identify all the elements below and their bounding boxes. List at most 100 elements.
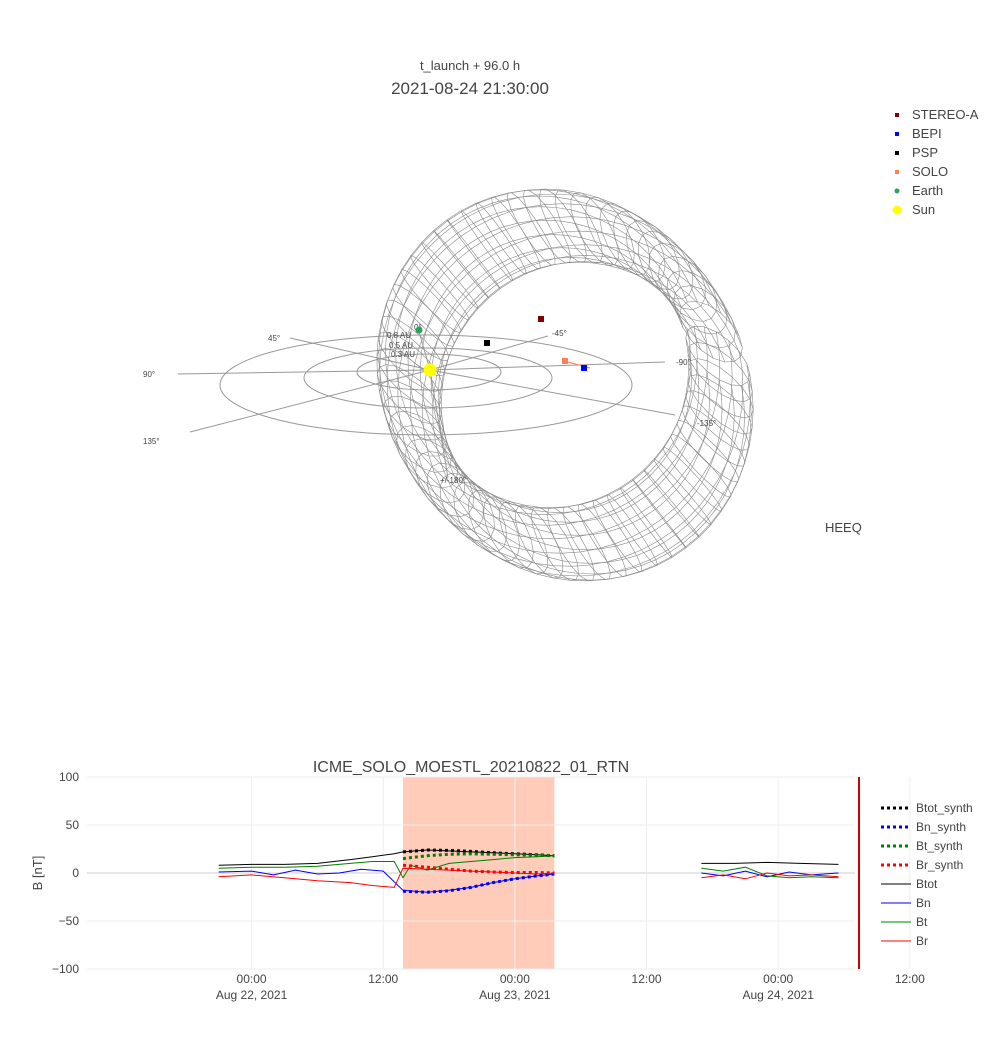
x-tick-label: 00:00 <box>763 972 793 986</box>
torus-cross-section-line <box>606 494 659 566</box>
sun-marker[interactable] <box>423 363 437 377</box>
torus-cross-section-line <box>687 374 753 435</box>
torus-cross-section-line <box>421 241 479 310</box>
magnetic-field-chart[interactable]: ICME_SOLO_MOESTL_20210822_01_RTN B [nT] … <box>0 750 1000 1050</box>
y-tick-labels: 100 50 0 −50 −100 <box>52 770 79 976</box>
y-tick-label: −100 <box>52 962 79 976</box>
y-tick-label: 0 <box>72 866 79 880</box>
torus-cross-section-line <box>410 254 470 321</box>
torus-longitude-line <box>441 261 723 551</box>
circle-marker-icon <box>888 201 912 219</box>
chart-title: ICME_SOLO_MOESTL_20210822_01_RTN <box>313 759 629 776</box>
series-line-bt <box>218 855 839 879</box>
y-axis-label: B [nT] <box>30 856 45 891</box>
torus-cross-section-line <box>578 503 627 577</box>
chart-gridlines <box>87 776 911 970</box>
torus-cross-section-line <box>619 487 673 558</box>
torus-cross-section-line <box>681 405 746 467</box>
torus-cross-section-line <box>585 197 635 270</box>
legend-label: Sun <box>912 202 936 217</box>
torus-cross-section-line <box>379 380 444 441</box>
chart-series <box>218 848 839 894</box>
angle-label-90: 90° <box>143 370 155 379</box>
heeq-grid-spokes <box>177 327 676 479</box>
plot-subtitle: t_launch + 96.0 h <box>419 58 521 73</box>
torus-cross-section-line <box>453 482 507 552</box>
y-tick-label: 50 <box>66 818 80 832</box>
square-marker-icon <box>888 144 912 162</box>
psp-marker[interactable] <box>484 340 490 346</box>
legend-label-btot: Btot <box>916 877 938 891</box>
legend-label-bn_synth: Bn_synth <box>916 820 966 834</box>
torus-cross-section-line <box>415 450 474 518</box>
x-tick-date-label: Aug 22, 2021 <box>216 988 288 1002</box>
torus-cross-section-line <box>376 347 442 409</box>
x-tick-label: 12:00 <box>368 972 398 986</box>
frame-label: HEEQ <box>825 520 862 535</box>
flux-rope-wireframe <box>376 188 754 582</box>
torus-cross-section-line <box>385 299 450 361</box>
x-tick-date-label: Aug 23, 2021 <box>479 988 551 1002</box>
torus-cross-section-line <box>632 479 687 549</box>
square-marker-icon <box>888 106 912 124</box>
orbit-3d-scene[interactable]: 0° 45° 90° 135° +/-180° -135° -90° -45° … <box>0 0 1000 600</box>
ring-label-0.5au: 0.5 AU <box>389 341 413 350</box>
series-line-bn_synth <box>402 872 555 894</box>
series-line-btot_synth <box>402 848 555 858</box>
angle-label-minus135: -135° <box>697 419 716 428</box>
torus-cross-section-line <box>388 410 452 473</box>
stereo-a-marker[interactable] <box>538 316 544 322</box>
torus-cross-section-line <box>439 472 495 542</box>
torus-cross-section-line <box>523 189 571 264</box>
torus-cross-section-line <box>499 501 549 575</box>
legend-label-btot_synth: Btot_synth <box>916 801 973 815</box>
chart-legend: Btot_synth Bn_synth Bt_synth Br_synth Btot Bn… <box>881 801 973 948</box>
legend-label: PSP <box>912 145 939 160</box>
torus-cross-section-line <box>673 285 736 349</box>
earth-marker[interactable] <box>415 326 423 334</box>
legend-label: STEREO-A <box>912 107 979 122</box>
legend-label-bt_synth: Bt_synth <box>916 839 963 853</box>
ring-label-0.8au: 0.8 AU <box>387 331 411 340</box>
torus-cross-section-line <box>648 242 706 311</box>
legend-label-bn: Bn <box>916 896 931 910</box>
y-tick-label: −50 <box>59 914 80 928</box>
legend-label: Earth <box>912 183 944 198</box>
torus-cross-section-line <box>405 438 466 504</box>
torus-cross-section-line <box>400 268 462 334</box>
angle-label-135: 135° <box>143 437 160 446</box>
torus-cross-section-line <box>546 507 595 582</box>
x-tick-date-label: Aug 24, 2021 <box>742 988 814 1002</box>
x-tick-label: 12:00 <box>895 972 925 986</box>
ring-label-0.3au: 0.3 AU <box>391 350 415 359</box>
torus-cross-section-line <box>460 210 514 281</box>
torus-cross-section-line <box>613 211 666 282</box>
x-tick-label: 00:00 <box>237 972 267 986</box>
angle-label-180: +/-180° <box>440 476 466 485</box>
torus-cross-section-line <box>688 358 754 419</box>
torus-longitude-line <box>386 203 744 567</box>
square-marker-icon <box>888 163 912 181</box>
circle-marker-icon <box>888 182 912 200</box>
torus-cross-section-line <box>446 219 501 289</box>
plot-title: 2021-08-24 21:30:00 <box>391 79 549 98</box>
bepi-marker[interactable] <box>581 365 587 371</box>
torus-cross-section-line <box>679 301 743 363</box>
torus-cross-section-line <box>685 325 751 386</box>
torus-cross-section-line <box>396 425 458 489</box>
torus-cross-section-line <box>562 506 611 580</box>
angle-label-minus45: -45° <box>552 329 567 338</box>
legend-label: BEPI <box>912 126 942 141</box>
solo-marker[interactable] <box>562 358 568 364</box>
torus-cross-section-line <box>433 230 489 299</box>
legend-label-br: Br <box>916 934 928 948</box>
torus-cross-section-line <box>666 270 728 335</box>
torus-cross-section-line <box>685 390 750 451</box>
torus-cross-section-line <box>427 462 484 530</box>
torus-cross-section-line <box>467 490 520 561</box>
x-tick-labels: 00:00 Aug 22, 2021 12:00 00:00 Aug 23, 2021 1… <box>216 972 925 1002</box>
legend-label: SOLO <box>912 164 949 179</box>
torus-cross-section-line <box>376 364 443 425</box>
torus-cross-section-line <box>643 468 700 539</box>
torus-cross-section-line <box>475 202 527 275</box>
